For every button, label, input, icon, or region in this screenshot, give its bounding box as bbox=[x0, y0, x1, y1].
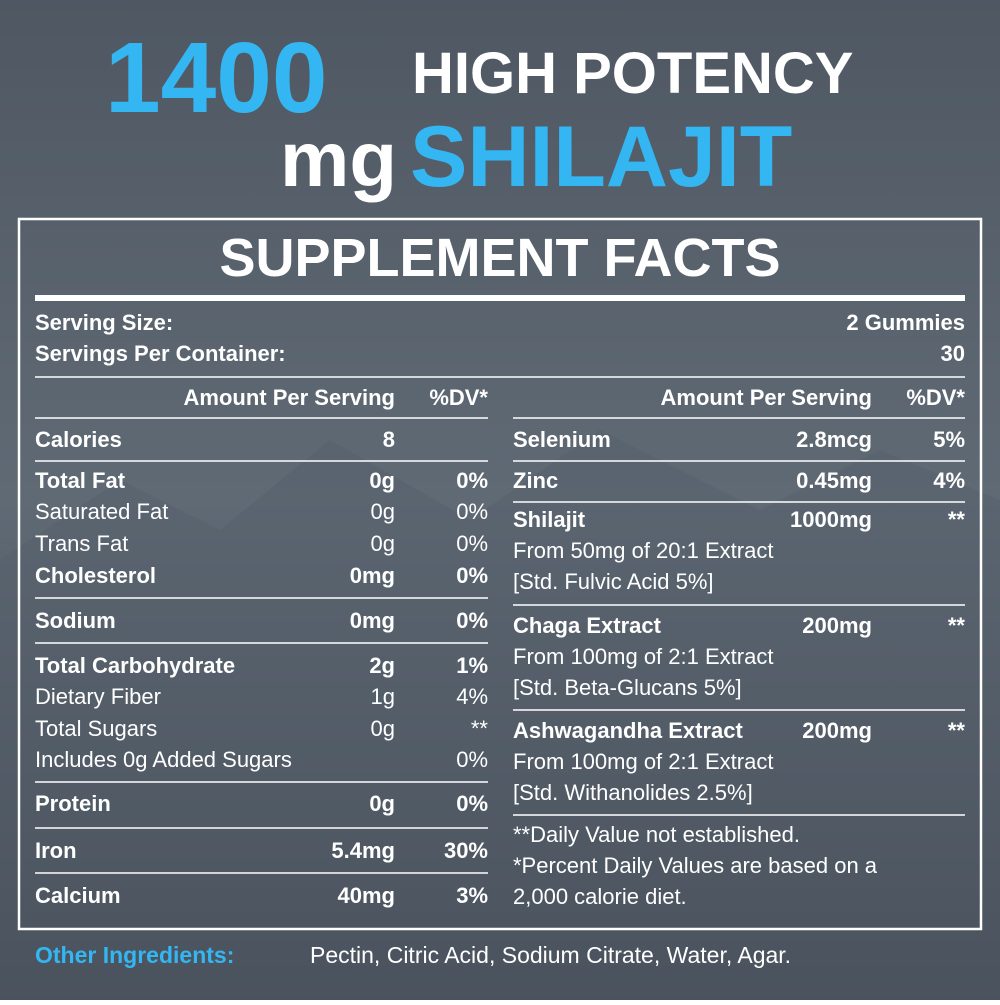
footnote: **Daily Value not established. bbox=[513, 822, 800, 847]
nutrient-amount: 0g bbox=[371, 531, 395, 556]
panel-title: SUPPLEMENT FACTS bbox=[219, 228, 780, 288]
nutrient-name: Chaga Extract bbox=[513, 613, 662, 638]
nutrient-name: Total Fat bbox=[35, 468, 126, 493]
nutrient-name: Includes 0g Added Sugars bbox=[35, 747, 292, 772]
nutrient-name: Shilajit bbox=[513, 507, 586, 532]
nutrient-name: Protein bbox=[35, 791, 111, 816]
nutrient-dv: 0% bbox=[456, 499, 488, 524]
nutrient-dv: 4% bbox=[933, 468, 965, 493]
nutrient-dv: 0% bbox=[456, 747, 488, 772]
nutrient-detail: [Std. Beta-Glucans 5%] bbox=[513, 675, 742, 700]
nutrient-detail: From 100mg of 2:1 Extract bbox=[513, 644, 773, 669]
nutrient-name: Selenium bbox=[513, 427, 611, 452]
serving-size-label: Serving Size: bbox=[35, 310, 173, 335]
nutrient-amount: 0mg bbox=[350, 563, 395, 588]
nutrient-name: Total Sugars bbox=[35, 716, 157, 741]
servings: 30 bbox=[941, 341, 965, 366]
nutrient-dv: ** bbox=[948, 507, 966, 532]
nutrient-amount: 2g bbox=[369, 653, 395, 678]
nutrient-name: Calcium bbox=[35, 883, 121, 908]
nutrient-dv: 0% bbox=[456, 608, 488, 633]
footnote: 2,000 calorie diet. bbox=[513, 884, 687, 909]
nutrient-dv: 30% bbox=[444, 838, 488, 863]
nutrient-amount: 0g bbox=[369, 468, 395, 493]
nutrient-amount: 0g bbox=[369, 791, 395, 816]
nutrient-amount: 8 bbox=[383, 427, 395, 452]
nutrient-name: Sodium bbox=[35, 608, 116, 633]
nutrient-dv: 0% bbox=[456, 563, 488, 588]
nutrient-amount: 1000mg bbox=[790, 507, 872, 532]
footnote: *Percent Daily Values are based on a bbox=[513, 853, 878, 878]
nutrient-amount: 40mg bbox=[338, 883, 395, 908]
nutrient-dv: 4% bbox=[456, 684, 488, 709]
nutrient-amount: 0.45mg bbox=[796, 468, 872, 493]
nutrient-dv: ** bbox=[471, 716, 489, 741]
nutrient-amount: 0g bbox=[371, 499, 395, 524]
nutrient-amount: 2.8mcg bbox=[796, 427, 872, 452]
potency-unit: mg bbox=[280, 115, 397, 203]
nutrient-dv: ** bbox=[948, 718, 966, 743]
nutrient-detail: [Std. Fulvic Acid 5%] bbox=[513, 569, 714, 594]
nutrient-amount: 200mg bbox=[802, 718, 872, 743]
nutrient-name: Iron bbox=[35, 838, 77, 863]
mountains bbox=[0, 430, 1000, 1000]
serving-size: 2 Gummies bbox=[846, 310, 965, 335]
nutrient-dv: 3% bbox=[456, 883, 488, 908]
nutrient-name: Total Carbohydrate bbox=[35, 653, 235, 678]
nutrient-name: Dietary Fiber bbox=[35, 684, 161, 709]
nutrient-amount: 0g bbox=[371, 716, 395, 741]
column-header: %DV* bbox=[429, 385, 488, 410]
nutrient-name: Zinc bbox=[513, 468, 558, 493]
nutrient-detail: [Std. Withanolides 2.5%] bbox=[513, 780, 753, 805]
headline-line2: SHILAJIT bbox=[410, 109, 792, 205]
nutrient-amount: 0mg bbox=[350, 608, 395, 633]
nutrient-name: Ashwagandha Extract bbox=[513, 718, 744, 743]
nutrient-name: Calories bbox=[35, 427, 122, 452]
nutrient-dv: 5% bbox=[933, 427, 965, 452]
ingredients-label: Other Ingredients: bbox=[35, 942, 234, 968]
nutrient-detail: From 50mg of 20:1 Extract bbox=[513, 538, 773, 563]
ingredients-text: Pectin, Citric Acid, Sodium Citrate, Wat… bbox=[310, 942, 791, 968]
nutrient-dv: 0% bbox=[456, 531, 488, 556]
column-header: %DV* bbox=[906, 385, 965, 410]
panel-border bbox=[17, 217, 983, 931]
nutrient-amount: 5.4mg bbox=[331, 838, 395, 863]
nutrient-dv: ** bbox=[948, 613, 966, 638]
headline-line1: HIGH POTENCY bbox=[412, 41, 854, 106]
nutrient-dv: 0% bbox=[456, 468, 488, 493]
column-header: Amount Per Serving bbox=[661, 385, 872, 410]
nutrient-name: Saturated Fat bbox=[35, 499, 168, 524]
nutrient-dv: 1% bbox=[456, 653, 488, 678]
potency-amount: 1400 bbox=[105, 22, 327, 134]
nutrient-amount: 1g bbox=[371, 684, 395, 709]
servings-label: Servings Per Container: bbox=[35, 341, 286, 366]
nutrient-dv: 0% bbox=[456, 791, 488, 816]
column-header: Amount Per Serving bbox=[184, 385, 395, 410]
nutrient-name: Trans Fat bbox=[35, 531, 128, 556]
nutrient-amount: 200mg bbox=[802, 613, 872, 638]
nutrient-name: Cholesterol bbox=[35, 563, 156, 588]
nutrient-detail: From 100mg of 2:1 Extract bbox=[513, 749, 773, 774]
